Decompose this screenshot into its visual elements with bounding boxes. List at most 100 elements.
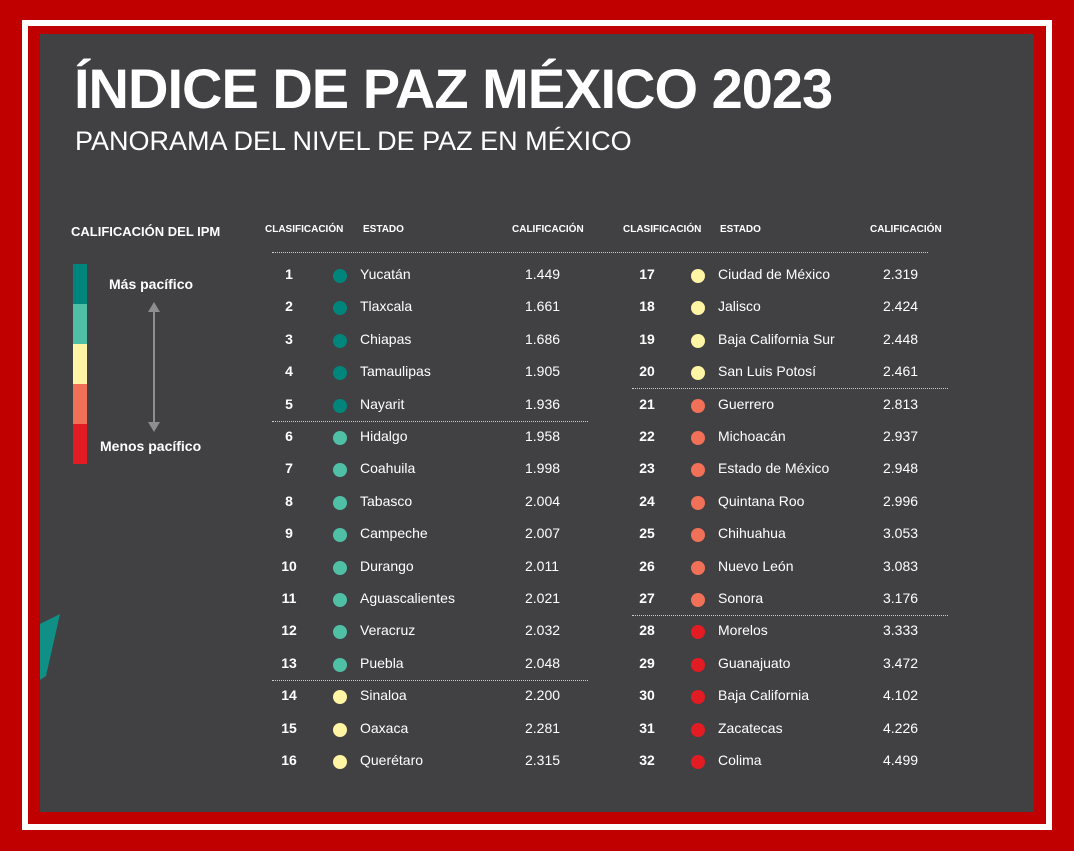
table-row: 11 Aguascalientes 2.021 <box>277 584 597 616</box>
score-value: 2.021 <box>525 590 561 606</box>
decorative-shape <box>40 614 60 680</box>
score-value: 2.461 <box>883 363 919 380</box>
rank-value: 22 <box>639 428 655 444</box>
rank-value: 7 <box>285 460 293 477</box>
score-value: 1.936 <box>525 395 561 412</box>
state-name: Puebla <box>360 654 404 671</box>
col2-rank-header: CLASIFICACIÓN <box>623 224 702 235</box>
rank-value: 1 <box>285 266 293 282</box>
rank-value: 23 <box>639 460 655 477</box>
rank-value: 27 <box>639 590 655 606</box>
table-row: 25 Chihuahua 3.053 <box>635 519 955 551</box>
group-separator <box>632 388 948 389</box>
score-value: 4.499 <box>883 752 919 768</box>
score-value: 3.176 <box>883 590 919 606</box>
score-value: 4.226 <box>883 719 919 736</box>
table-row: 18 Jalisco 2.424 <box>635 292 955 324</box>
state-name: Jalisco <box>718 298 761 315</box>
score-value: 3.053 <box>883 525 919 542</box>
score-category-dot-icon <box>333 463 347 478</box>
rank-value: 28 <box>639 622 655 639</box>
score-category-dot-icon <box>333 722 347 737</box>
color-scale-step <box>73 264 87 304</box>
rank-value: 13 <box>281 654 297 671</box>
rank-value: 17 <box>639 266 655 282</box>
legend-least-peaceful-label: Menos pacífico <box>100 438 202 454</box>
state-name: Sonora <box>718 590 764 606</box>
score-value: 2.996 <box>883 492 919 509</box>
score-category-dot-icon <box>333 560 347 575</box>
col1-state-header: ESTADO <box>363 224 404 235</box>
table-row: 2 Tlaxcala 1.661 <box>277 292 597 324</box>
table-row: 22 Michoacán 2.937 <box>635 422 955 454</box>
table-row: 23 Estado de México 2.948 <box>635 454 955 486</box>
table-row: 29 Guanajuato 3.472 <box>635 649 955 681</box>
score-category-dot-icon <box>333 755 347 769</box>
state-name: Coahuila <box>360 460 416 477</box>
score-value: 1.998 <box>525 460 561 477</box>
state-name: Tamaulipas <box>360 363 431 380</box>
rank-value: 18 <box>639 298 655 315</box>
score-value: 3.083 <box>883 557 919 574</box>
state-name: Campeche <box>360 525 428 542</box>
table-row: 15 Oaxaca 2.281 <box>277 714 597 746</box>
rank-value: 6 <box>285 428 293 444</box>
score-category-dot-icon <box>691 657 705 672</box>
table-row: 10 Durango 2.011 <box>277 552 597 584</box>
score-category-dot-icon <box>333 593 347 607</box>
score-category-dot-icon <box>691 495 705 510</box>
score-value: 2.048 <box>525 654 561 671</box>
score-value: 2.032 <box>525 622 561 639</box>
score-value: 3.472 <box>883 654 919 671</box>
score-value: 2.315 <box>525 752 561 768</box>
infographic-panel: ÍNDICE DE PAZ MÉXICO 2023 PANORAMA DEL N… <box>40 34 1034 812</box>
score-category-dot-icon <box>691 560 705 575</box>
rank-value: 11 <box>281 590 297 606</box>
table-row: 16 Querétaro 2.315 <box>277 746 597 778</box>
score-category-dot-icon <box>333 495 347 510</box>
table-row: 30 Baja California 4.102 <box>635 681 955 713</box>
state-name: Estado de México <box>718 460 830 477</box>
score-value: 2.948 <box>883 460 919 477</box>
table-row: 27 Sonora 3.176 <box>635 584 955 616</box>
score-category-dot-icon <box>691 431 705 445</box>
rank-value: 8 <box>285 492 293 509</box>
rank-value: 21 <box>639 395 655 412</box>
score-category-dot-icon <box>333 528 347 543</box>
group-separator <box>632 615 948 616</box>
rank-value: 14 <box>281 687 297 704</box>
score-category-dot-icon <box>691 398 705 413</box>
score-value: 2.011 <box>525 557 559 574</box>
table-row: 20 San Luis Potosí 2.461 <box>635 357 955 389</box>
rank-value: 19 <box>639 330 655 347</box>
table-row: 21 Guerrero 2.813 <box>635 390 955 422</box>
rank-value: 5 <box>285 395 293 412</box>
rank-value: 10 <box>281 557 297 574</box>
score-category-dot-icon <box>333 301 347 316</box>
score-category-dot-icon <box>691 625 705 640</box>
table-row: 8 Tabasco 2.004 <box>277 487 597 519</box>
score-category-dot-icon <box>691 528 705 543</box>
table-row: 17 Ciudad de México 2.319 <box>635 260 955 292</box>
score-value: 1.905 <box>525 363 561 380</box>
state-name: Tabasco <box>360 492 413 509</box>
rank-value: 16 <box>281 752 297 768</box>
score-value: 2.319 <box>883 266 919 282</box>
state-name: Guerrero <box>718 395 775 412</box>
score-value: 2.937 <box>883 428 919 444</box>
score-category-dot-icon <box>333 366 347 381</box>
page-subtitle: PANORAMA DEL NIVEL DE PAZ EN MÉXICO <box>75 126 632 156</box>
table-row: 12 Veracruz 2.032 <box>277 616 597 648</box>
score-value: 2.424 <box>883 298 919 315</box>
table-row: 1 Yucatán 1.449 <box>277 260 597 292</box>
state-name: Oaxaca <box>360 719 409 736</box>
score-category-dot-icon <box>333 657 347 672</box>
state-name: Tlaxcala <box>360 298 413 315</box>
state-name: Guanajuato <box>718 654 791 671</box>
col1-score-header: CALIFICACIÓN <box>512 224 584 235</box>
state-name: San Luis Potosí <box>718 363 817 380</box>
state-name: Chiapas <box>360 330 412 347</box>
table-row: 6 Hidalgo 1.958 <box>277 422 597 454</box>
state-name: Hidalgo <box>360 428 408 444</box>
state-name: Baja California Sur <box>718 330 835 347</box>
